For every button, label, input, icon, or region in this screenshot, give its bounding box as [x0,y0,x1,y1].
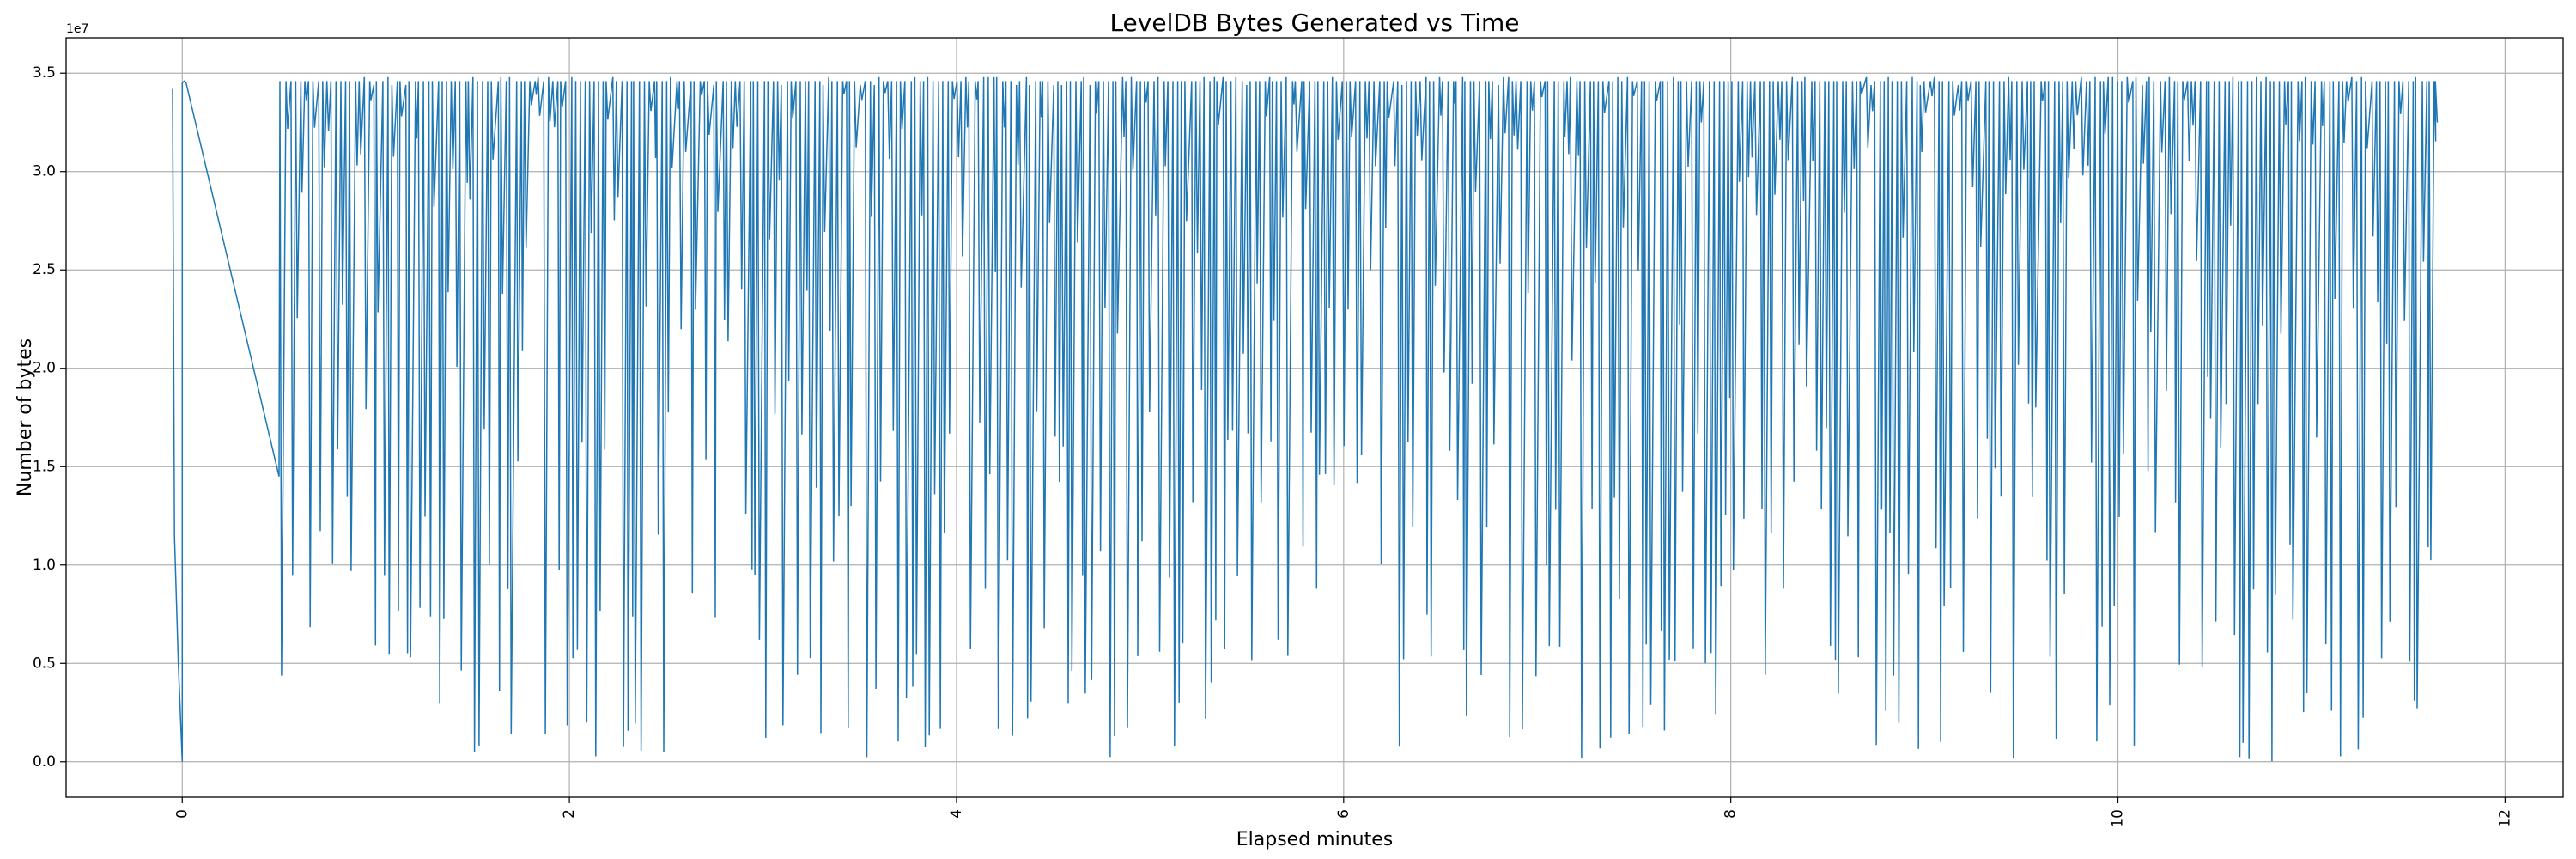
y-tick-label: 2.0 [33,360,56,377]
y-tick-label: 0.0 [33,753,56,771]
y-tick-label: 3.5 [33,64,56,82]
x-tick-label: 0 [173,809,191,819]
x-tick-label: 12 [2496,809,2513,828]
y-tick-label: 2.5 [33,261,56,278]
y-tick-label: 0.5 [33,655,56,672]
series-line [172,76,2439,762]
x-tick-label: 4 [948,809,965,819]
chart-title: LevelDB Bytes Generated vs Time [1109,9,1519,37]
plot-frame [65,37,2564,798]
y-axis-multiplier: 1e7 [66,22,88,36]
x-tick-label: 8 [1722,809,1740,819]
y-tick-label: 1.5 [33,458,56,475]
y-axis-label: Number of bytes [15,338,36,497]
x-tick-label: 6 [1335,809,1352,819]
y-tick-label: 1.0 [33,557,56,574]
series-layer [172,76,2439,762]
x-tick-label: 2 [561,809,578,819]
x-tick-label: 10 [2110,809,2127,828]
axes: 0.0 0.5 1.0 1.5 2.0 2.5 3.0 3.5 0 2 4 6 8 10 12 [33,37,2564,828]
y-tick-label: 3.0 [33,163,56,180]
x-axis-label: Elapsed minutes [1236,829,1393,850]
